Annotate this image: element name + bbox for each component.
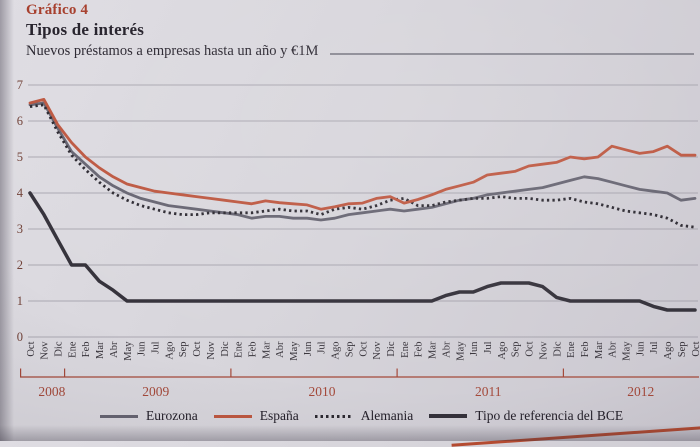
x-tick-label: Sep [511, 342, 522, 358]
series-line-eurozona [28, 101, 697, 222]
x-tick-label: Ene [566, 341, 577, 358]
y-tick-label: 6 [17, 114, 23, 128]
x-tick-label: Oct [26, 341, 37, 356]
series-line-espana [28, 98, 697, 211]
x-tick-label: Mar [594, 341, 605, 359]
x-tick-label: Dic [552, 341, 563, 357]
x-tick-label: Ene [400, 341, 411, 358]
x-tick-label: May [455, 341, 466, 361]
legend-item-alemania: Alemania [314, 408, 414, 424]
x-tick-label: Sep [677, 342, 688, 358]
x-tick-label: Mar [261, 341, 272, 359]
x-tick-label: Jun [137, 341, 148, 356]
year-label: 2011 [475, 384, 502, 399]
x-tick-label: Sep [344, 342, 355, 358]
series-line-bce [28, 191, 697, 312]
y-tick-label: 1 [17, 294, 23, 308]
eurozona-line-swatch [100, 414, 138, 418]
x-tick-label: Feb [580, 342, 591, 358]
x-tick-label: Ago [497, 342, 508, 360]
chart-header: Gráfico 4 Tipos de interés Nuevos présta… [26, 2, 696, 60]
x-tick-label: May [123, 341, 134, 361]
x-tick-label: Oct [358, 341, 369, 356]
page-title: Tipos de interés [26, 20, 145, 39]
x-tick-label: Dic [386, 341, 397, 357]
x-tick-label: Oct [192, 341, 203, 356]
chart-legend: Eurozona España Alemania Tipo de referen… [100, 408, 623, 424]
y-tick-label: 5 [17, 150, 23, 164]
legend-label: Alemania [360, 408, 414, 423]
x-tick-label: Dic [54, 341, 65, 357]
year-label: 2009 [142, 384, 169, 399]
x-tick-label: Abr [441, 341, 452, 358]
x-tick-label: Oct [525, 341, 536, 356]
y-tick-label: 7 [17, 78, 23, 92]
x-tick-label: Mar [95, 341, 106, 359]
x-tick-label: Abr [109, 341, 120, 358]
x-tick-label: Ene [67, 341, 78, 358]
x-tick-label: Ago [331, 342, 342, 360]
x-tick-label: Feb [248, 342, 259, 358]
alemania-dotted-swatch [314, 414, 353, 418]
x-tick-label: Mar [428, 341, 439, 359]
year-label: 2012 [627, 384, 654, 399]
x-tick-label: May [622, 341, 633, 361]
year-label: 2010 [309, 384, 336, 399]
x-tick-label: Nov [206, 341, 217, 360]
x-tick-label: Nov [40, 341, 51, 360]
legend-item-bce: Tipo de referencia del BCE [429, 408, 623, 424]
x-tick-label: Dic [220, 341, 231, 357]
y-tick-label: 0 [17, 330, 23, 344]
x-tick-label: Jun [303, 341, 314, 356]
chart-number-kicker: Gráfico 4 [26, 2, 89, 18]
x-tick-label: Jun [469, 341, 480, 356]
legend-item-espana: España [213, 408, 299, 424]
x-tick-label: Abr [275, 341, 286, 358]
legend-label: Tipo de referencia del BCE [475, 408, 624, 423]
x-tick-label: Jul [483, 341, 494, 353]
x-tick-label: Ago [663, 342, 674, 360]
x-tick-label: Feb [81, 342, 92, 358]
x-tick-label: Ene [234, 341, 245, 358]
x-tick-label: May [289, 341, 300, 361]
x-tick-label: Jul [317, 341, 328, 353]
legend-item-eurozona: Eurozona [100, 408, 198, 424]
bce-line-swatch [429, 414, 468, 418]
y-tick-label: 3 [17, 222, 23, 236]
espana-line-swatch [213, 414, 252, 418]
y-tick-label: 2 [17, 258, 23, 272]
x-tick-label: Nov [372, 341, 383, 360]
x-tick-label: Ago [164, 342, 175, 360]
x-tick-label: Sep [178, 342, 189, 358]
chart-subtitle: Nuevos préstamos a empresas hasta un año… [26, 43, 319, 59]
subtitle-row: Nuevos préstamos a empresas hasta un año… [26, 43, 696, 60]
x-tick-label: Nov [538, 341, 549, 360]
x-tick-label: Oct [691, 341, 700, 356]
legend-label: España [259, 408, 299, 423]
legend-label: Eurozona [146, 408, 198, 423]
y-tick-label: 4 [17, 186, 24, 200]
year-label: 2008 [38, 384, 65, 399]
x-tick-label: Jul [151, 341, 162, 353]
x-tick-label: Jun [635, 341, 646, 356]
x-tick-label: Abr [608, 341, 619, 358]
x-tick-label: Jul [649, 341, 660, 353]
subtitle-rule [330, 53, 694, 55]
series-line-alemania [29, 103, 696, 229]
x-tick-label: Feb [414, 342, 425, 358]
